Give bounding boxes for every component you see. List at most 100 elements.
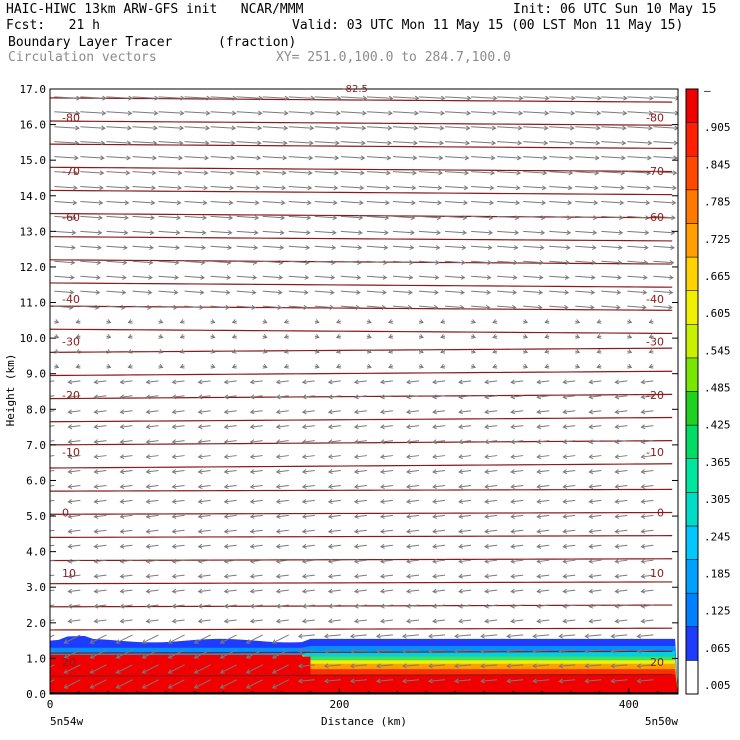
vector-arrowhead [640,469,646,475]
vector-arrowhead [67,409,73,415]
vector-arrowhead [171,588,177,594]
vector-arrow [641,619,654,622]
vector-arrow [120,425,133,428]
vector-arrowhead [432,379,437,385]
vector-arrow [432,559,446,563]
vector-arrow [615,544,628,548]
vector-arrowhead [366,348,372,354]
vector-arrowhead [588,379,594,385]
vector-arrowhead [471,334,476,339]
vector-arrowhead [305,245,311,251]
vector-arrow [50,559,55,562]
vector-arrowhead [623,95,628,101]
vector-arrow [485,470,498,473]
vector-arrow [511,380,524,383]
vector-arrow [288,111,314,114]
vector-arrowhead [327,573,333,579]
vector-arrow [146,455,159,458]
vector-arrowhead [484,528,489,534]
vector-arrowhead [349,633,355,639]
vector-arrowhead [282,155,288,161]
vector-arrow [146,470,159,473]
vector-arrowhead [197,558,203,564]
vector-arrowhead [150,200,156,206]
vector-arrowhead [301,379,307,385]
vector-arrowhead [353,618,359,624]
vector-arrowhead [63,654,69,659]
vector-arrow [94,589,107,593]
vector-arrow [380,455,394,458]
vector-arrowhead [126,140,132,146]
vector-arrow [224,619,237,622]
vector-arrowhead [361,125,367,131]
vector-arrow [611,649,628,652]
vector-arrowhead [171,424,177,430]
vector-arrowhead [249,603,255,609]
vector-arrowhead [303,304,309,310]
vector-arrow [94,470,107,473]
vector-arrowhead [98,215,103,221]
vector-arrow [120,484,133,488]
vector-arrowhead [642,304,647,310]
vector-arrowhead [275,573,281,579]
vector-arrow [250,425,263,428]
vector-label: Circulation vectors [8,50,157,65]
vector-arrowhead [353,588,359,594]
vector-arrow [485,380,498,383]
vector-arrow [511,440,524,443]
vector-arrow [198,499,211,503]
colorbar-swatch [685,256,699,291]
vector-arrow [68,410,81,413]
vector-arrow [250,544,263,548]
vector-arrow [366,290,386,294]
vector-arrowhead [145,618,151,624]
vector-arrowhead [491,125,497,131]
vector-arrowhead [675,95,678,101]
vector-arrowhead [119,454,125,460]
vector-arrow [533,634,550,637]
vector-arrow [172,604,185,608]
vector-arrow [549,245,570,249]
vector-arrow [324,649,341,652]
vector-arrowhead [621,140,627,146]
vector-arrow [601,260,622,264]
vector-arrow [324,664,341,667]
vector-arrow [653,275,673,279]
vector-arrow [637,634,654,637]
top-contour-label: -82.5 [342,84,368,95]
vector-arrow [589,559,602,563]
vector-arrowhead [145,454,151,460]
vector-arrow [236,200,259,204]
vector-arrow [106,200,129,204]
isotherm-line [50,627,673,631]
vector-arrowhead [327,528,333,534]
vector-arrow [340,245,362,249]
vector-arrow [94,559,107,563]
vector-arrowhead [197,603,203,609]
vector-arrow [485,440,498,443]
vector-arrow [537,544,550,548]
contour-labels: -80 -80-70 -70-60 -60-40 -40-30 -30-20 -20-10-… [62,111,664,668]
vector-arrowhead [179,319,185,324]
vector-arrowhead [171,603,177,609]
vector-arrowhead [492,348,498,354]
vector-arrowhead [544,334,550,339]
vector-arrowhead [432,513,437,519]
vector-arrow [262,200,285,204]
vector-arrow [563,499,576,503]
vector-arrow [523,111,549,114]
vector-arrowhead [301,499,307,504]
vector-arrow [94,604,107,608]
vector-arrow [80,230,102,234]
vector-arrow [392,96,419,99]
vector-arrow [615,410,628,413]
vector-arrowhead [249,409,255,415]
vector-arrow [224,499,237,503]
contour-label: -30 [62,336,80,349]
vector-arrowhead [93,603,99,609]
vector-arrow [236,215,259,219]
vector-arrowhead [362,95,368,101]
y-tick-label: 7.0 [26,439,46,452]
vector-arrow [314,290,334,294]
vector-arrowhead [669,274,674,280]
